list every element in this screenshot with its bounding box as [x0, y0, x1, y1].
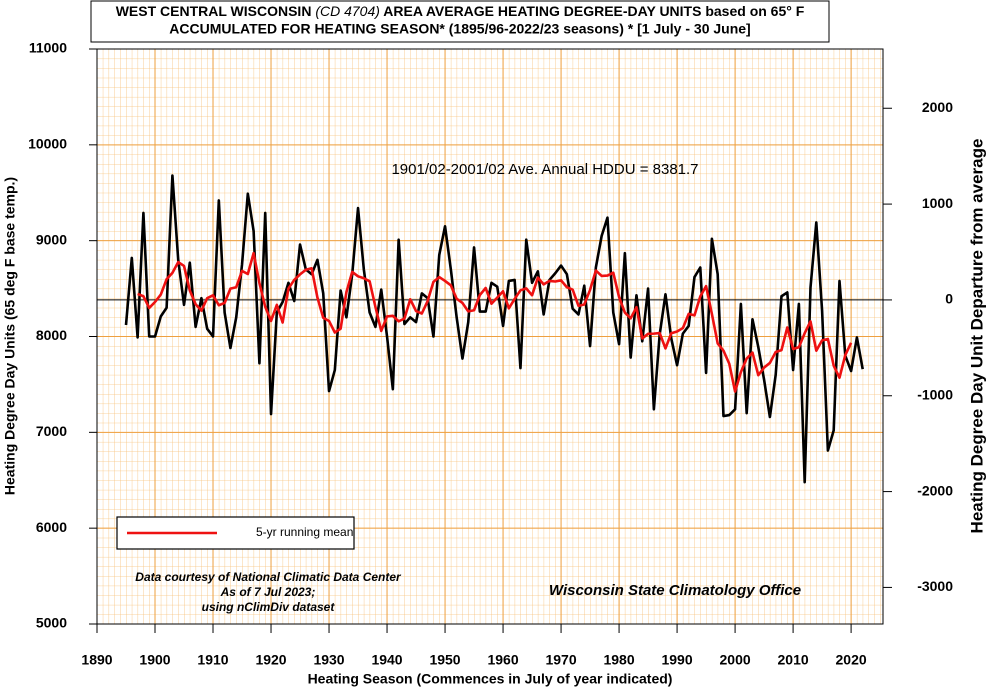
y2-tick-label: 1000 — [922, 195, 953, 211]
title-part: (CD 4704) — [315, 3, 380, 19]
legend-label: 5-yr running mean — [256, 525, 353, 539]
title-part: WEST CENTRAL WISCONSIN — [116, 3, 312, 19]
y2-tick-label: 0 — [945, 291, 953, 307]
plot-border — [96, 48, 884, 625]
y-tick-label: 7000 — [36, 423, 67, 439]
annotation: 1901/02-2001/02 Ave. Annual HDDU = 8381.… — [391, 161, 698, 178]
x-tick-label: 2010 — [778, 652, 809, 668]
x-tick-label: 2020 — [836, 652, 867, 668]
x-tick-label: 1970 — [545, 652, 576, 668]
x-tick-label: 1950 — [429, 652, 460, 668]
y-tick-label: 9000 — [36, 231, 67, 247]
title-part: AREA AVERAGE HEATING DEGREE-DAY UNITS ba… — [383, 3, 804, 19]
credit-line: using nClimDiv dataset — [202, 600, 336, 614]
credit-line: Data courtesy of National Climatic Data … — [135, 570, 402, 584]
x-tick-label: 1930 — [313, 652, 344, 668]
chart-subtitle: ACCUMULATED FOR HEATING SEASON* (1895/96… — [169, 21, 750, 37]
x-tick-label: 1920 — [255, 652, 286, 668]
x-tick-label: 1990 — [661, 652, 692, 668]
series-line — [137, 251, 853, 393]
y-axis-label: Heating Degree Day Units (65 deg F base … — [2, 177, 18, 495]
title-box — [90, 0, 830, 43]
y-tick-label: 6000 — [36, 519, 67, 535]
y2-tick-label: -2000 — [917, 482, 953, 498]
x-tick-label: 1900 — [139, 652, 170, 668]
x-tick-label: 2000 — [720, 652, 751, 668]
y-tick-label: 10000 — [28, 136, 67, 152]
y2-tick-label: 2000 — [922, 99, 953, 115]
chart-title: WEST CENTRAL WISCONSIN (CD 4704) AREA AV… — [116, 3, 805, 19]
series-line — [124, 174, 864, 484]
y2-tick-label: -3000 — [917, 578, 953, 594]
y-tick-label: 5000 — [36, 615, 67, 631]
source: Wisconsin State Climatology Office — [549, 582, 801, 599]
x-tick-label: 1940 — [371, 652, 402, 668]
x-tick-label: 1980 — [603, 652, 634, 668]
x-tick-label: 1890 — [81, 652, 112, 668]
y2-axis-label: Heating Degree Day Unit Departure from a… — [967, 139, 986, 534]
y-tick-label: 11000 — [29, 40, 67, 56]
x-tick-label: 1910 — [197, 652, 228, 668]
credit-line: As of 7 Jul 2023; — [220, 585, 316, 599]
y2-tick-label: -1000 — [917, 386, 953, 402]
x-tick-label: 1960 — [487, 652, 518, 668]
x-axis-label: Heating Season (Commences in July of yea… — [308, 671, 673, 687]
y-tick-label: 8000 — [36, 327, 67, 343]
